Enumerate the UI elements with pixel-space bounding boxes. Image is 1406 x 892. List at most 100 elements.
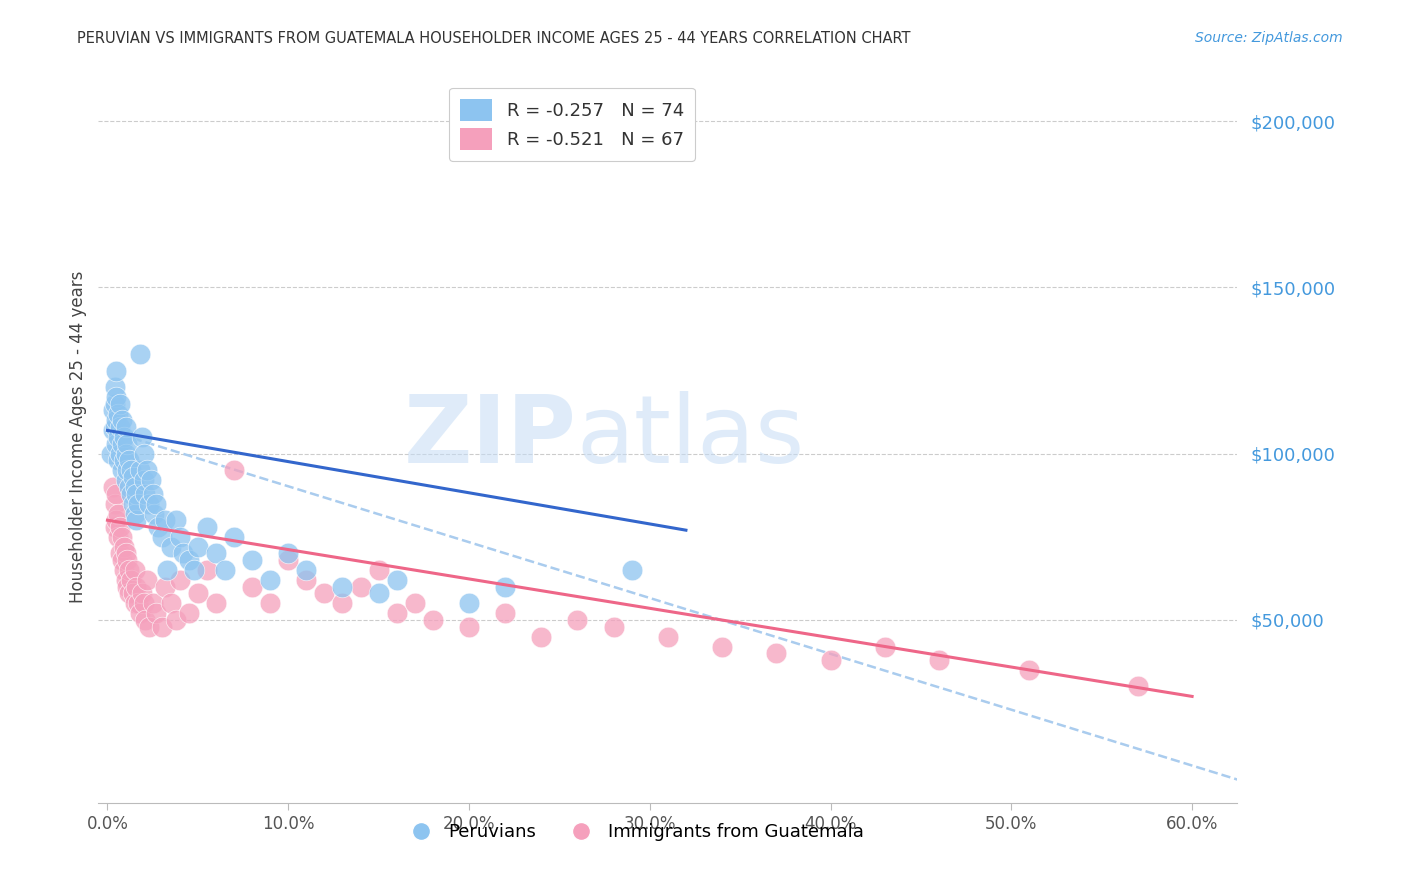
Point <box>111 553 134 567</box>
Point <box>107 530 129 544</box>
Point <box>602 619 624 633</box>
Point <box>530 630 553 644</box>
Point <box>107 453 129 467</box>
Point <box>118 586 141 600</box>
Point <box>187 540 209 554</box>
Point <box>195 563 218 577</box>
Point <box>277 553 299 567</box>
Point <box>150 619 173 633</box>
Text: ZIP: ZIP <box>404 391 576 483</box>
Point <box>105 363 128 377</box>
Point <box>105 413 128 427</box>
Point <box>385 607 408 621</box>
Point <box>120 486 142 500</box>
Text: atlas: atlas <box>576 391 806 483</box>
Point <box>104 397 127 411</box>
Point <box>139 473 162 487</box>
Point <box>620 563 643 577</box>
Point <box>367 586 389 600</box>
Point <box>127 497 149 511</box>
Point <box>195 520 218 534</box>
Point <box>121 470 143 484</box>
Point <box>494 607 516 621</box>
Point <box>127 596 149 610</box>
Point <box>124 480 146 494</box>
Point <box>155 513 177 527</box>
Point <box>295 563 318 577</box>
Text: PERUVIAN VS IMMIGRANTS FROM GUATEMALA HOUSEHOLDER INCOME AGES 25 - 44 YEARS CORR: PERUVIAN VS IMMIGRANTS FROM GUATEMALA HO… <box>77 31 911 46</box>
Point <box>657 630 679 644</box>
Point <box>108 397 131 411</box>
Y-axis label: Householder Income Ages 25 - 44 years: Householder Income Ages 25 - 44 years <box>69 271 87 603</box>
Point <box>104 420 127 434</box>
Point <box>136 573 159 587</box>
Point <box>205 546 228 560</box>
Point <box>159 596 181 610</box>
Text: Source: ZipAtlas.com: Source: ZipAtlas.com <box>1195 31 1343 45</box>
Point <box>367 563 389 577</box>
Point <box>1126 680 1149 694</box>
Point <box>222 463 245 477</box>
Point <box>136 463 159 477</box>
Point <box>165 613 187 627</box>
Point <box>104 497 127 511</box>
Point <box>169 530 191 544</box>
Point <box>114 473 136 487</box>
Point <box>132 447 155 461</box>
Point <box>131 586 153 600</box>
Point <box>165 513 187 527</box>
Point <box>101 403 124 417</box>
Point <box>100 447 122 461</box>
Point <box>118 453 141 467</box>
Point <box>177 607 200 621</box>
Point <box>112 430 135 444</box>
Point <box>105 513 128 527</box>
Point <box>108 546 131 560</box>
Point <box>172 546 194 560</box>
Point <box>134 613 156 627</box>
Point <box>156 563 179 577</box>
Point <box>107 407 129 421</box>
Point <box>108 420 131 434</box>
Point <box>118 480 141 494</box>
Point <box>332 596 354 610</box>
Point <box>124 507 146 521</box>
Point <box>132 473 155 487</box>
Point <box>105 486 128 500</box>
Point <box>124 563 146 577</box>
Point <box>150 530 173 544</box>
Point <box>114 573 136 587</box>
Point <box>349 580 371 594</box>
Point <box>105 390 128 404</box>
Point <box>118 563 141 577</box>
Point <box>295 573 318 587</box>
Point <box>129 463 152 477</box>
Point <box>129 607 152 621</box>
Point <box>111 436 134 450</box>
Point <box>117 463 139 477</box>
Point <box>142 486 165 500</box>
Point <box>222 530 245 544</box>
Point <box>259 596 281 610</box>
Point <box>277 546 299 560</box>
Point <box>240 580 263 594</box>
Point <box>125 580 148 594</box>
Point <box>104 380 127 394</box>
Point <box>385 573 408 587</box>
Point <box>114 420 136 434</box>
Point <box>134 486 156 500</box>
Point <box>129 347 152 361</box>
Point <box>121 497 143 511</box>
Point <box>108 520 131 534</box>
Point <box>332 580 354 594</box>
Point <box>138 497 160 511</box>
Point <box>114 447 136 461</box>
Point <box>820 653 842 667</box>
Point <box>240 553 263 567</box>
Point <box>117 580 139 594</box>
Point <box>155 580 177 594</box>
Point <box>125 513 148 527</box>
Point <box>169 573 191 587</box>
Point <box>112 563 135 577</box>
Point <box>120 573 142 587</box>
